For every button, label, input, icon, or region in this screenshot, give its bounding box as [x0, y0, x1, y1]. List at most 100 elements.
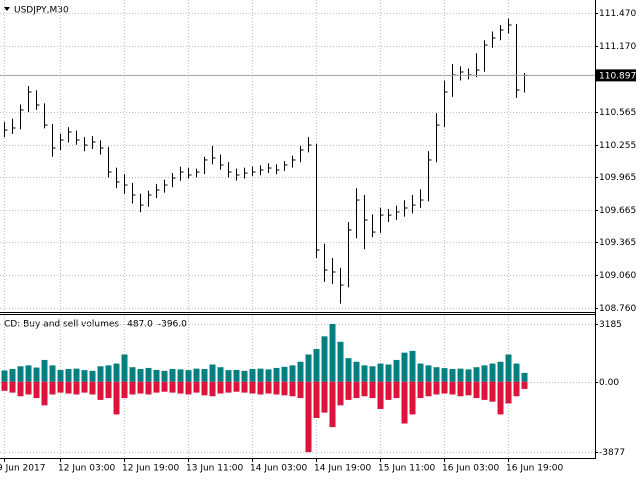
volume-bar — [217, 367, 224, 382]
y-tick-label: 109.365 — [599, 238, 636, 248]
volume-bar — [505, 381, 512, 404]
volume-bar — [361, 365, 368, 382]
y-tick-label: 109.060 — [599, 271, 636, 281]
x-tick-label: 12 Jun 19:00 — [122, 464, 179, 474]
y-tick-label: 110.565 — [599, 108, 636, 118]
volume-bar — [473, 367, 480, 382]
volume-bar — [9, 369, 16, 382]
volume-bar — [481, 381, 488, 400]
volume-bar — [137, 369, 144, 382]
volume-bar — [329, 381, 336, 428]
y-tick-label: 111.170 — [599, 42, 636, 52]
volume-bar — [25, 381, 32, 395]
y-tick-label: 110.255 — [599, 141, 636, 151]
volume-bar — [489, 363, 496, 382]
volume-bar — [33, 381, 40, 399]
volume-bar — [457, 368, 464, 382]
volume-bar — [1, 370, 8, 382]
volume-bar — [249, 369, 256, 382]
volume-bar — [169, 381, 176, 393]
volume-bar — [457, 381, 464, 397]
volume-bar — [73, 368, 80, 382]
volume-bar — [241, 381, 248, 393]
volume-bar — [513, 363, 520, 382]
volume-bar — [57, 381, 64, 393]
volume-bar — [25, 365, 32, 382]
volume-bar — [129, 367, 136, 382]
volume-bar — [297, 361, 304, 382]
volume-bar — [161, 381, 168, 392]
volume-bar — [521, 381, 528, 389]
volume-bar — [441, 368, 448, 382]
volume-bar — [273, 367, 280, 382]
volume-bar — [137, 381, 144, 394]
volume-bar — [345, 358, 352, 382]
volume-bar — [193, 381, 200, 393]
volume-bar — [401, 381, 408, 424]
volume-bar — [449, 369, 456, 382]
indicator-value: 487.0 — [127, 320, 153, 330]
volume-bar — [105, 381, 112, 399]
volume-bar — [369, 381, 376, 399]
volume-bar — [465, 369, 472, 382]
volume-bar — [313, 349, 320, 382]
volume-bar — [121, 354, 128, 382]
volume-bar — [433, 367, 440, 382]
volume-bar — [249, 381, 256, 394]
y-tick-label: -3877 — [599, 448, 625, 458]
last-price-box — [596, 69, 636, 82]
volume-bar — [289, 365, 296, 382]
volume-bar — [241, 370, 248, 382]
volume-bar — [425, 381, 432, 397]
volume-bar — [305, 354, 312, 382]
x-tick-label: 13 Jun 11:00 — [186, 464, 243, 474]
dropdown-icon[interactable] — [4, 7, 10, 11]
y-tick-label: 3185 — [599, 320, 622, 330]
chart-title: USDJPY,M30 — [14, 6, 69, 16]
volume-bar — [433, 381, 440, 395]
x-tick-label: 16 Jun 03:00 — [442, 464, 499, 474]
volume-bar — [257, 381, 264, 395]
x-tick-label: 14 Jun 19:00 — [314, 464, 371, 474]
volume-bar — [185, 381, 192, 395]
x-tick-label: 15 Jun 11:00 — [378, 464, 435, 474]
volume-bar — [409, 381, 416, 415]
volume-bar — [441, 381, 448, 394]
volume-bar — [65, 381, 72, 394]
volume-bar — [9, 381, 16, 393]
volume-bar — [233, 369, 240, 382]
volume-bar — [297, 381, 304, 399]
volume-bar — [97, 381, 104, 400]
volume-bar — [177, 369, 184, 382]
volume-bar — [377, 381, 384, 409]
volume-bar — [513, 381, 520, 397]
volume-bar — [417, 363, 424, 382]
volume-bar — [361, 381, 368, 397]
volume-bar — [425, 365, 432, 382]
y-tick-label: 111.470 — [599, 9, 636, 19]
volume-bar — [73, 381, 80, 395]
volume-bar — [281, 366, 288, 382]
volume-bar — [57, 369, 64, 382]
volume-bar — [481, 365, 488, 382]
volume-bar — [505, 354, 512, 382]
volume-bar — [1, 381, 8, 391]
volume-bar — [521, 372, 528, 382]
x-tick-label: 12 Jun 03:00 — [58, 464, 115, 474]
volume-bar — [289, 381, 296, 397]
volume-bar — [33, 367, 40, 382]
volume-bar — [113, 363, 120, 382]
volume-bar — [65, 369, 72, 382]
volume-bar — [105, 365, 112, 382]
volume-bar — [369, 366, 376, 382]
volume-bar — [193, 368, 200, 382]
volume-bar — [121, 381, 128, 399]
volume-bar — [385, 381, 392, 400]
last-price-label: 110.897 — [599, 71, 636, 81]
volume-bar — [145, 367, 152, 382]
volume-bar — [385, 364, 392, 382]
volume-bar — [153, 369, 160, 382]
y-tick-label: 109.965 — [599, 173, 636, 183]
volume-bar — [209, 381, 216, 397]
volume-bar — [81, 381, 88, 393]
